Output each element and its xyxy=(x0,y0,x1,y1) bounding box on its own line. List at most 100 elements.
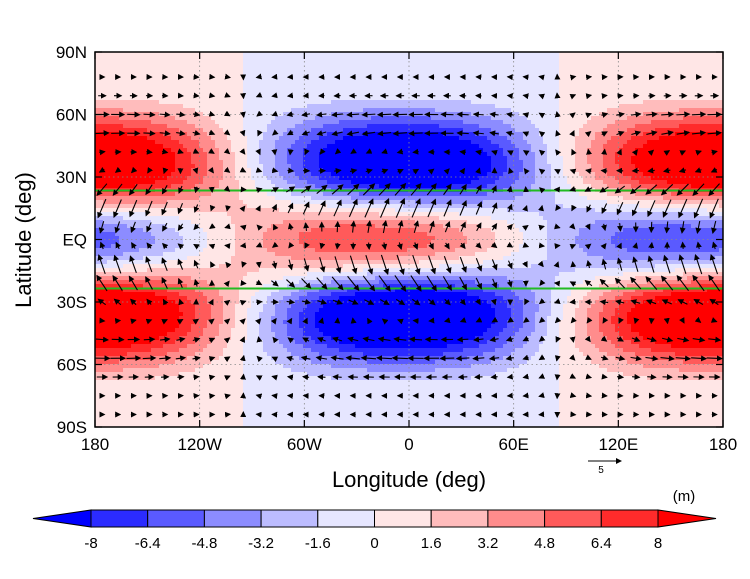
contour-cell xyxy=(131,360,136,365)
contour-cell xyxy=(135,276,140,281)
contour-cell xyxy=(179,288,184,293)
contour-cell xyxy=(235,300,240,305)
contour-cell xyxy=(243,388,248,393)
contour-cell xyxy=(247,252,252,257)
contour-cell xyxy=(195,88,200,93)
contour-cell xyxy=(231,288,236,293)
contour-cell xyxy=(147,192,152,197)
contour-cell xyxy=(179,388,184,393)
contour-cell xyxy=(295,404,300,409)
contour-cell xyxy=(207,176,212,181)
contour-cell xyxy=(163,84,168,89)
contour-cell xyxy=(207,184,212,189)
contour-cell xyxy=(127,240,132,245)
contour-cell xyxy=(267,180,272,185)
contour-cell xyxy=(191,424,196,427)
contour-cell xyxy=(187,380,192,385)
contour-cell xyxy=(103,164,108,169)
contour-cell xyxy=(143,408,148,413)
contour-cell xyxy=(159,368,164,373)
contour-cell xyxy=(143,304,148,309)
contour-cell xyxy=(123,112,128,117)
contour-cell xyxy=(235,88,240,93)
contour-cell xyxy=(171,324,176,329)
contour-cell xyxy=(239,388,244,393)
contour-cell xyxy=(191,208,196,213)
contour-cell xyxy=(123,352,128,357)
contour-cell xyxy=(135,412,140,417)
contour-cell xyxy=(111,268,116,273)
contour-cell xyxy=(135,128,140,133)
contour-cell xyxy=(147,72,152,77)
contour-cell xyxy=(283,380,288,385)
contour-cell xyxy=(107,192,112,197)
contour-cell xyxy=(147,304,152,309)
contour-cell xyxy=(147,348,152,353)
contour-cell xyxy=(179,364,184,369)
contour-cell xyxy=(163,160,168,165)
contour-cell xyxy=(207,236,212,241)
contour-cell xyxy=(235,212,240,217)
contour-cell xyxy=(231,68,236,73)
contour-cell xyxy=(155,104,160,109)
contour-cell xyxy=(187,324,192,329)
contour-cell xyxy=(119,144,124,149)
contour-cell xyxy=(151,312,156,317)
contour-cell xyxy=(251,104,256,109)
contour-cell xyxy=(143,96,148,101)
contour-cell xyxy=(219,52,224,57)
contour-cell xyxy=(207,388,212,393)
contour-cell xyxy=(111,352,116,357)
contour-cell xyxy=(139,336,144,341)
contour-cell xyxy=(183,80,188,85)
contour-cell xyxy=(183,308,188,313)
contour-cell xyxy=(103,172,108,177)
contour-cell xyxy=(159,132,164,137)
contour-cell xyxy=(291,156,296,161)
contour-cell xyxy=(259,216,264,221)
contour-cell xyxy=(127,304,132,309)
contour-cell xyxy=(251,260,256,265)
contour-cell xyxy=(247,408,252,413)
contour-cell xyxy=(219,296,224,301)
contour-cell xyxy=(171,160,176,165)
contour-cell xyxy=(135,380,140,385)
contour-cell xyxy=(107,424,112,427)
contour-cell xyxy=(103,220,108,225)
contour-cell xyxy=(279,292,284,297)
contour-cell xyxy=(183,376,188,381)
contour-cell xyxy=(279,340,284,345)
contour-cell xyxy=(111,200,116,205)
contour-cell xyxy=(127,200,132,205)
contour-cell xyxy=(303,144,308,149)
contour-cell xyxy=(215,340,220,345)
contour-cell xyxy=(119,372,124,377)
contour-cell xyxy=(203,80,208,85)
contour-cell xyxy=(167,328,172,333)
contour-cell xyxy=(115,368,120,373)
contour-cell xyxy=(231,344,236,349)
contour-cell xyxy=(251,200,256,205)
contour-cell xyxy=(95,148,100,153)
contour-cell xyxy=(299,88,304,93)
contour-cell xyxy=(111,152,116,157)
contour-cell xyxy=(219,140,224,145)
contour-cell xyxy=(203,156,208,161)
contour-cell xyxy=(127,124,132,129)
contour-cell xyxy=(191,192,196,197)
contour-cell xyxy=(287,124,292,129)
contour-cell xyxy=(147,292,152,297)
contour-cell xyxy=(219,60,224,65)
contour-cell xyxy=(227,352,232,357)
contour-cell xyxy=(183,372,188,377)
contour-cell xyxy=(155,200,160,205)
contour-cell xyxy=(307,64,312,69)
contour-cell xyxy=(243,328,248,333)
contour-cell xyxy=(171,236,176,241)
contour-cell xyxy=(107,68,112,73)
contour-cell xyxy=(175,128,180,133)
contour-cell xyxy=(135,180,140,185)
contour-cell xyxy=(195,104,200,109)
contour-cell xyxy=(159,140,164,145)
contour-cell xyxy=(207,172,212,177)
